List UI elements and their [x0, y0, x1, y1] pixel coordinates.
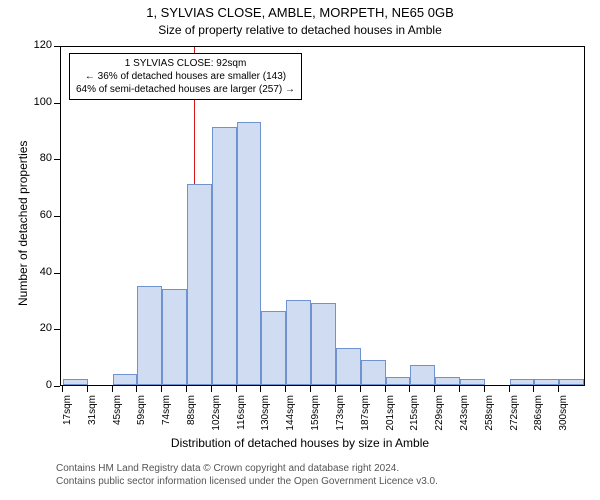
x-tick-mark [136, 386, 137, 392]
histogram-bar [336, 348, 361, 385]
x-tick-mark [335, 386, 336, 392]
histogram-bar [410, 365, 435, 385]
y-tick-mark [54, 216, 60, 217]
x-tick-mark [186, 386, 187, 392]
histogram-bar [534, 379, 559, 385]
histogram-bar [63, 379, 88, 385]
x-tick-label: 187sqm [360, 395, 371, 455]
x-tick-label: 88sqm [186, 395, 197, 455]
x-tick-label: 243sqm [459, 395, 470, 455]
histogram-bar [137, 286, 162, 385]
histogram-bar [510, 379, 535, 385]
x-tick-label: 45sqm [112, 395, 123, 455]
histogram-bar [261, 311, 286, 385]
x-tick-mark [484, 386, 485, 392]
y-tick-mark [54, 386, 60, 387]
y-tick-label: 20 [22, 322, 52, 334]
histogram-bar [286, 300, 311, 385]
x-tick-mark [161, 386, 162, 392]
y-tick-mark [54, 159, 60, 160]
histogram-bar [162, 289, 187, 385]
y-tick-mark [54, 103, 60, 104]
x-tick-label: 31sqm [87, 395, 98, 455]
histogram-bar [386, 377, 411, 386]
y-axis-label: Number of detached properties [16, 141, 30, 306]
x-tick-mark [459, 386, 460, 392]
histogram-bar [361, 360, 386, 386]
x-tick-label: 144sqm [285, 395, 296, 455]
x-tick-mark [112, 386, 113, 392]
x-tick-label: 229sqm [434, 395, 445, 455]
chart-container: 1, SYLVIAS CLOSE, AMBLE, MORPETH, NE65 0… [0, 0, 600, 500]
y-tick-mark [54, 46, 60, 47]
x-tick-mark [236, 386, 237, 392]
x-tick-label: 286sqm [533, 395, 544, 455]
x-tick-label: 201sqm [385, 395, 396, 455]
y-tick-label: 120 [22, 39, 52, 51]
histogram-bar [435, 377, 460, 386]
y-tick-label: 80 [22, 152, 52, 164]
x-tick-mark [434, 386, 435, 392]
histogram-bar [212, 127, 237, 385]
x-tick-label: 74sqm [161, 395, 172, 455]
x-tick-label: 258sqm [484, 395, 495, 455]
histogram-bar [559, 379, 584, 385]
annotation-box: 1 SYLVIAS CLOSE: 92sqm ← 36% of detached… [69, 53, 302, 100]
x-tick-label: 102sqm [211, 395, 222, 455]
x-tick-mark [211, 386, 212, 392]
y-tick-mark [54, 329, 60, 330]
footer-line1: Contains HM Land Registry data © Crown c… [56, 463, 399, 474]
x-tick-label: 272sqm [509, 395, 520, 455]
y-tick-label: 100 [22, 96, 52, 108]
x-tick-mark [409, 386, 410, 392]
x-tick-label: 173sqm [335, 395, 346, 455]
x-tick-label: 130sqm [260, 395, 271, 455]
x-tick-mark [310, 386, 311, 392]
y-tick-label: 40 [22, 266, 52, 278]
x-tick-label: 159sqm [310, 395, 321, 455]
x-tick-mark [509, 386, 510, 392]
x-tick-label: 116sqm [236, 395, 247, 455]
x-tick-label: 300sqm [558, 395, 569, 455]
x-tick-mark [260, 386, 261, 392]
footer-line2: Contains public sector information licen… [56, 476, 438, 487]
x-tick-label: 59sqm [136, 395, 147, 455]
histogram-bar [237, 122, 262, 386]
chart-subtitle: Size of property relative to detached ho… [0, 23, 600, 37]
annotation-line1: 1 SYLVIAS CLOSE: 92sqm [76, 57, 295, 70]
x-tick-mark [360, 386, 361, 392]
annotation-line3: 64% of semi-detached houses are larger (… [76, 83, 295, 96]
x-tick-mark [285, 386, 286, 392]
plot-area: 1 SYLVIAS CLOSE: 92sqm ← 36% of detached… [60, 46, 585, 386]
chart-title: 1, SYLVIAS CLOSE, AMBLE, MORPETH, NE65 0… [0, 5, 600, 20]
histogram-bar [311, 303, 336, 385]
y-tick-label: 60 [22, 209, 52, 221]
x-tick-label: 17sqm [62, 395, 73, 455]
x-tick-mark [87, 386, 88, 392]
x-tick-mark [385, 386, 386, 392]
histogram-bar [113, 374, 138, 385]
annotation-line2: ← 36% of detached houses are smaller (14… [76, 70, 295, 83]
x-tick-mark [558, 386, 559, 392]
histogram-bar [187, 184, 212, 385]
histogram-bar [460, 379, 485, 385]
y-tick-mark [54, 273, 60, 274]
y-tick-label: 0 [22, 379, 52, 391]
x-tick-mark [533, 386, 534, 392]
x-tick-mark [62, 386, 63, 392]
x-tick-label: 215sqm [409, 395, 420, 455]
